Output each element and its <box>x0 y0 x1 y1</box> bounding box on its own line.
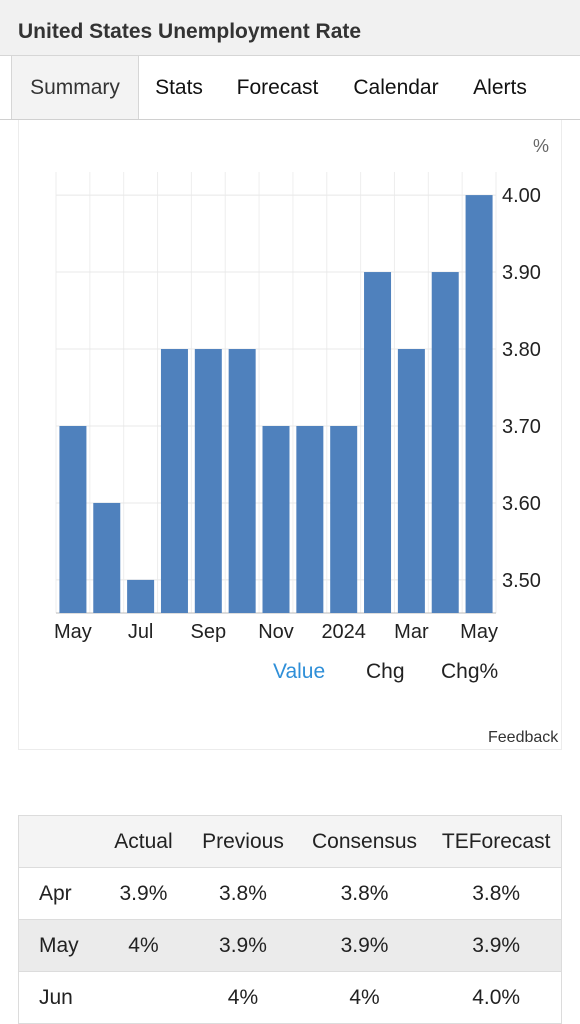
tab-stats[interactable]: Stats <box>155 76 203 99</box>
y-tick-label: 3.90 <box>502 262 541 284</box>
row-period: Apr <box>18 867 99 920</box>
bar-oct[interactable] <box>228 349 256 613</box>
bar-apr[interactable] <box>431 272 459 613</box>
tab-summary[interactable]: Summary <box>11 56 139 119</box>
table-row: Apr 3.9% 3.8% 3.8% 3.8% <box>18 867 562 920</box>
bar-may[interactable] <box>59 425 87 613</box>
row-teforecast: 3.9% <box>431 919 562 972</box>
tab-forecast[interactable]: Forecast <box>236 76 319 99</box>
row-consensus: 4% <box>297 971 432 1024</box>
row-teforecast: 3.8% <box>431 867 562 920</box>
row-previous: 4% <box>188 971 298 1024</box>
x-tick-label: Sep <box>191 621 227 643</box>
forecast-table: Actual Previous Consensus TEForecast Apr… <box>18 815 562 1024</box>
x-tick-label: 2024 <box>321 621 366 643</box>
toggle-value[interactable]: Value <box>273 660 326 683</box>
tab-bar: Summary Stats Forecast Calendar Alerts <box>0 56 580 120</box>
bar-mar[interactable] <box>397 349 425 613</box>
table-row: Jun 4% 4% 4.0% <box>18 971 562 1024</box>
bar-dec[interactable] <box>296 425 324 613</box>
row-actual <box>98 971 189 1024</box>
row-previous: 3.9% <box>188 919 298 972</box>
row-actual: 4% <box>98 919 189 972</box>
row-consensus: 3.8% <box>297 867 432 920</box>
row-period: May <box>18 919 99 972</box>
bar-chart: 3.50 3.60 3.70 3.80 3.90 4.00 May Jul Sep Nov 202… <box>54 136 549 643</box>
chart-panel <box>18 120 562 750</box>
table-row: May 4% 3.9% 3.9% 3.9% <box>18 919 562 972</box>
y-axis-unit-label: % <box>533 136 549 156</box>
x-tick-label: Mar <box>394 621 429 643</box>
y-tick-label: 3.80 <box>502 339 541 361</box>
y-axis-ticks: 3.50 3.60 3.70 3.80 3.90 4.00 <box>502 185 541 592</box>
chart-bars <box>59 195 493 614</box>
page-header: United States Unemployment Rate <box>0 0 580 56</box>
y-tick-label: 3.60 <box>502 493 541 515</box>
bar-jun[interactable] <box>93 502 121 613</box>
row-period: Jun <box>18 971 99 1024</box>
tab-calendar[interactable]: Calendar <box>353 76 439 99</box>
x-axis-ticks: May Jul Sep Nov 2024 Mar May <box>54 621 498 643</box>
x-tick-label: May <box>54 621 92 643</box>
table-header-period <box>18 815 99 868</box>
toggle-chg-percent[interactable]: Chg% <box>441 660 499 683</box>
bar-aug[interactable] <box>160 349 188 613</box>
x-tick-label: Nov <box>258 621 294 643</box>
bar-nov[interactable] <box>262 425 290 613</box>
bar-feb[interactable] <box>364 272 392 613</box>
row-previous: 3.8% <box>188 867 298 920</box>
y-tick-label: 3.70 <box>502 416 541 438</box>
y-tick-label: 3.50 <box>502 570 541 592</box>
table-header-consensus: Consensus <box>297 815 432 868</box>
table-header-row: Actual Previous Consensus TEForecast <box>18 815 562 868</box>
y-tick-label: 4.00 <box>502 185 541 207</box>
row-consensus: 3.9% <box>297 919 432 972</box>
tab-alerts[interactable]: Alerts <box>473 76 527 99</box>
row-teforecast: 4.0% <box>431 971 562 1024</box>
toggle-chg[interactable]: Chg <box>366 660 405 683</box>
table-header-previous: Previous <box>188 815 298 868</box>
page-title: United States Unemployment Rate <box>18 20 362 43</box>
x-tick-label: May <box>460 621 498 643</box>
row-actual: 3.9% <box>98 867 189 920</box>
feedback-link[interactable]: Feedback <box>488 729 559 746</box>
x-tick-label: Jul <box>128 621 154 643</box>
bar-jul[interactable] <box>127 579 155 613</box>
table-header-teforecast: TEForecast <box>431 815 562 868</box>
bar-may[interactable] <box>465 195 493 614</box>
bar-2024[interactable] <box>330 425 358 613</box>
table-header-actual: Actual <box>98 815 189 868</box>
bar-sep[interactable] <box>194 349 222 613</box>
